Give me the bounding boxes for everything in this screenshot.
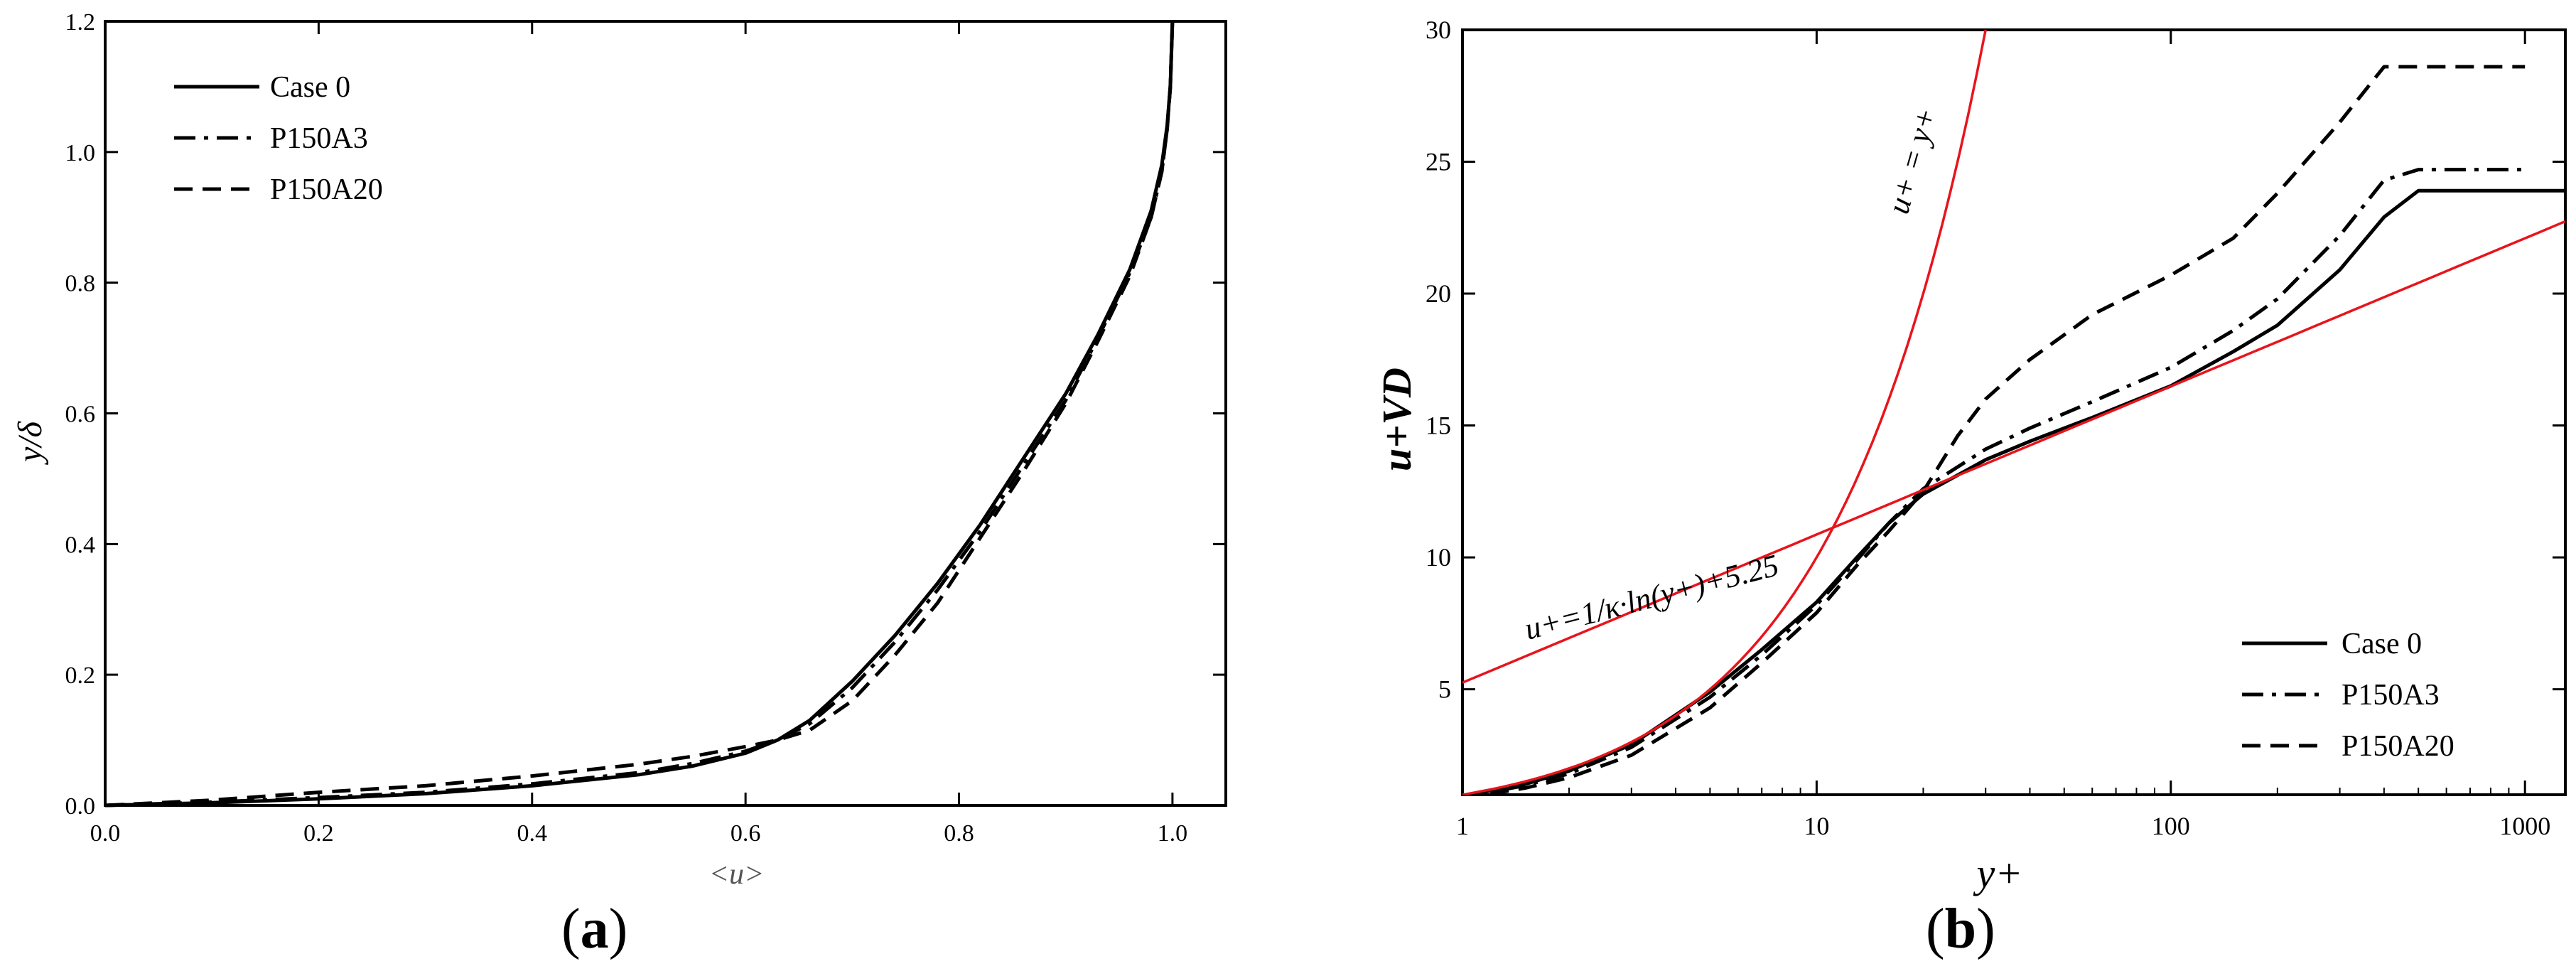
x-tick-label-b-2: 100 bbox=[2152, 812, 2190, 840]
y-tick-label-a-0: 0.0 bbox=[65, 793, 96, 820]
caption-b: (b) bbox=[1926, 898, 1995, 960]
panel-a-chart: 0.0 0.2 0.4 0.6 0.8 1.0 0.0 0.2 0.4 0.6 0.8 1.0 1.2 <… bbox=[11, 9, 1227, 891]
y-tick-label-b-5: 30 bbox=[1426, 16, 1451, 44]
series-line-b-4 bbox=[1462, 220, 2565, 684]
legend-label-b-1: P150A3 bbox=[2341, 679, 2440, 712]
series-line-b-3 bbox=[1462, 30, 1987, 795]
x-tick-label-b-1: 10 bbox=[1804, 812, 1829, 840]
y-tick-label-b-2: 15 bbox=[1426, 412, 1451, 440]
annotation-log-law: u+=1/κ·ln(y+)+5.25 bbox=[1521, 547, 1782, 646]
plot-frame-b bbox=[1461, 28, 2567, 796]
y-tick-label-b-3: 20 bbox=[1426, 279, 1451, 308]
y-tick-label-a-4: 0.8 bbox=[65, 271, 96, 297]
x-tick-label-a-5: 1.0 bbox=[1158, 820, 1188, 847]
annotation-viscous-sublayer: u+ = y+ bbox=[1880, 104, 1944, 218]
x-tick-label-b-0: 1 bbox=[1456, 812, 1469, 840]
y-tick-label-a-1: 0.2 bbox=[65, 663, 96, 689]
y-axis-label-a: y/δ bbox=[11, 421, 49, 466]
y-tick-label-a-6: 1.2 bbox=[65, 9, 96, 36]
x-tick-label-a-3: 0.6 bbox=[731, 820, 761, 847]
x-axis-label-b: y+ bbox=[1973, 850, 2023, 896]
legend-label-b-2: P150A20 bbox=[2341, 730, 2454, 763]
series-line-a-2 bbox=[104, 21, 1175, 808]
series-line-b-1 bbox=[1467, 168, 2526, 795]
y-tick-label-b-4: 25 bbox=[1426, 148, 1451, 176]
series-line-a-1 bbox=[104, 21, 1175, 808]
legend-label-b-0: Case 0 bbox=[2341, 628, 2422, 660]
caption-a: (a) bbox=[561, 898, 628, 960]
legend-label-a-0: Case 0 bbox=[270, 71, 350, 104]
caption-a-letter: a bbox=[580, 898, 609, 960]
legend-label-a-2: P150A20 bbox=[270, 173, 383, 206]
y-tick-label-a-3: 0.6 bbox=[65, 402, 96, 428]
x-tick-label-a-4: 0.8 bbox=[944, 820, 974, 847]
caption-b-letter: b bbox=[1944, 898, 1977, 960]
y-axis-label-b: u+VD bbox=[1374, 368, 1420, 471]
legend-label-a-1: P150A3 bbox=[270, 122, 368, 155]
x-tick-label-b-3: 1000 bbox=[2499, 812, 2550, 840]
panel-b-chart: 1 10 100 1000 5 10 15 20 25 30 y+ u+VD u+ = y+ u+=1/κ… bbox=[1374, 16, 2567, 896]
x-axis-label-a: <u> bbox=[709, 858, 765, 891]
y-tick-label-b-0: 5 bbox=[1438, 675, 1451, 704]
y-tick-label-a-2: 0.4 bbox=[65, 532, 96, 558]
series-line-b-2 bbox=[1475, 65, 2526, 795]
x-tick-label-a-2: 0.4 bbox=[517, 820, 548, 847]
y-tick-label-b-1: 10 bbox=[1426, 543, 1451, 572]
x-tick-label-a-0: 0.0 bbox=[90, 820, 121, 847]
x-tick-label-a-1: 0.2 bbox=[303, 820, 334, 847]
series-line-a-0 bbox=[104, 21, 1175, 808]
y-tick-label-a-5: 1.0 bbox=[65, 140, 96, 166]
